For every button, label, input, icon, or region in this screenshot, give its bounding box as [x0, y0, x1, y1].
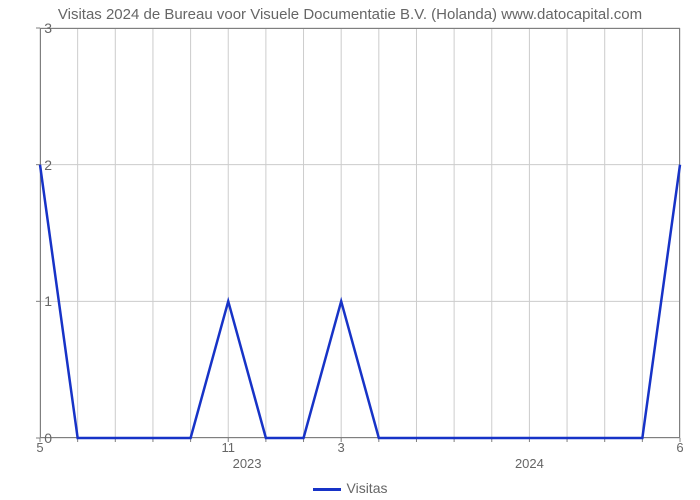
y-tick-label: 1: [44, 293, 52, 309]
x-tick-label: 11: [221, 440, 235, 455]
x-tick-label: 6: [676, 440, 683, 455]
y-tick-label: 0: [44, 430, 52, 446]
y-tick-label: 2: [44, 157, 52, 173]
legend-swatch: [313, 488, 341, 491]
legend: Visitas: [0, 480, 700, 496]
x-tick-label: 3: [338, 440, 345, 455]
chart-title: Visitas 2024 de Bureau voor Visuele Docu…: [0, 6, 700, 23]
x-year-label: 2023: [233, 456, 262, 471]
y-tick-label: 3: [44, 20, 52, 36]
x-tick-label: 5: [36, 440, 43, 455]
x-year-label: 2024: [515, 456, 544, 471]
plot-area: [40, 28, 680, 438]
plot-svg: [40, 28, 680, 438]
chart-container: Visitas 2024 de Bureau voor Visuele Docu…: [0, 0, 700, 500]
legend-label: Visitas: [347, 480, 388, 496]
